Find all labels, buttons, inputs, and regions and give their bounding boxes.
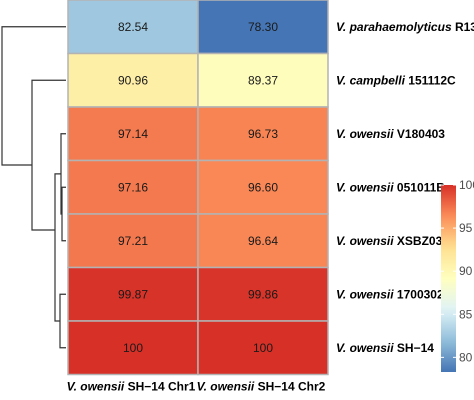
row-label-strain: V180403 xyxy=(394,127,446,141)
row-label-strain: R13 xyxy=(452,20,474,34)
heatmap-cell xyxy=(197,106,329,162)
row-label-species: V. owensii xyxy=(336,287,394,301)
legend-tick-label: 85 xyxy=(459,307,473,321)
cell-value-label: 99.86 xyxy=(248,287,278,301)
row-label-species: V. owensii xyxy=(336,234,394,248)
legend-tick-label: 95 xyxy=(459,221,473,235)
cell-value-label: 100 xyxy=(123,341,143,355)
row-label: V. owensii XSBZ03 xyxy=(336,234,443,248)
row-label-strain: 151112C xyxy=(405,73,456,87)
cell-value-label: 99.87 xyxy=(118,287,148,301)
row-label-species: V. owensii xyxy=(336,341,394,355)
row-label-species: V. parahaemolyticus xyxy=(336,20,452,34)
legend-color-bar xyxy=(441,185,456,372)
cell-value-label: 82.54 xyxy=(118,20,148,34)
row-label-strain: SH−14 xyxy=(394,341,435,355)
row-label: V. owensii 051011B xyxy=(336,180,445,194)
column-label-species: V. owensii xyxy=(67,380,125,394)
column-label-strain: SH−14 Chr1 xyxy=(124,380,195,394)
cell-value-label: 97.14 xyxy=(118,127,148,141)
legend-tick-label: 80 xyxy=(459,350,473,364)
heatmap-cell xyxy=(197,266,329,322)
heatmap-cell xyxy=(197,52,329,108)
cell-value-label: 97.21 xyxy=(118,234,148,248)
heatmap-cells: 82.54 78.30 90.96 89.37 97.14 96.73 97.16 96.60… xyxy=(67,0,329,376)
column-label-strain: SH−14 Chr2 xyxy=(254,380,325,394)
row-label: V. owensii V180403 xyxy=(336,127,445,141)
dendrogram-branch xyxy=(54,173,61,322)
heatmap-cell xyxy=(67,320,199,376)
column-label: V. owensii SH−14 Chr1 xyxy=(67,380,196,394)
dendrogram-branch xyxy=(61,186,66,242)
cell-value-label: 90.96 xyxy=(118,73,148,87)
heatmap-cell xyxy=(67,52,199,108)
row-label-species: V. owensii xyxy=(336,127,394,141)
row-label-species: V. owensii xyxy=(336,180,394,194)
cell-value-label: 96.73 xyxy=(248,127,278,141)
column-label: V. owensii SH−14 Chr2 xyxy=(197,380,326,394)
cell-value-label: 89.37 xyxy=(248,73,278,87)
column-label-species: V. owensii xyxy=(197,380,255,394)
heatmap-cell xyxy=(67,159,199,215)
row-labels: V. parahaemolyticus R13 V. campbelli 1511… xyxy=(336,20,474,355)
dendrogram-branch xyxy=(31,79,66,231)
cell-value-label: 96.60 xyxy=(248,180,278,194)
row-label-strain: 1700302 xyxy=(394,287,444,301)
dendrogram-branch xyxy=(59,293,66,349)
heatmap-cell xyxy=(197,320,329,376)
dendrogram-branch xyxy=(1,26,66,166)
row-label-species: V. campbelli xyxy=(336,73,406,87)
row-label-strain: XSBZ03 xyxy=(394,234,443,248)
heatmap-cell xyxy=(197,0,329,55)
cell-value-label: 97.16 xyxy=(118,180,148,194)
heatmap-cell xyxy=(67,0,199,55)
legend-tick-label: 90 xyxy=(459,264,473,278)
legend-tick-label: 100 xyxy=(459,178,474,192)
color-legend: 80 85 90 95 100 xyxy=(441,178,474,372)
heatmap-cell xyxy=(197,159,329,215)
row-label: V. campbelli 151112C xyxy=(336,73,456,87)
row-label: V. owensii SH−14 xyxy=(336,341,434,355)
cell-value-label: 100 xyxy=(253,341,273,355)
heatmap-cell xyxy=(197,213,329,269)
heatmap-cell xyxy=(67,266,199,322)
row-label: V. parahaemolyticus R13 xyxy=(336,20,474,34)
row-label: V. owensii 1700302 xyxy=(336,287,444,301)
row-dendrogram xyxy=(1,26,66,349)
cell-value-label: 78.30 xyxy=(248,20,278,34)
cell-value-label: 96.64 xyxy=(248,234,278,248)
row-label-strain: 051011B xyxy=(394,180,446,194)
heatmap-cell xyxy=(67,213,199,269)
column-labels: V. owensii SH−14 Chr1 V. owensii SH−14 Ch… xyxy=(67,380,326,394)
